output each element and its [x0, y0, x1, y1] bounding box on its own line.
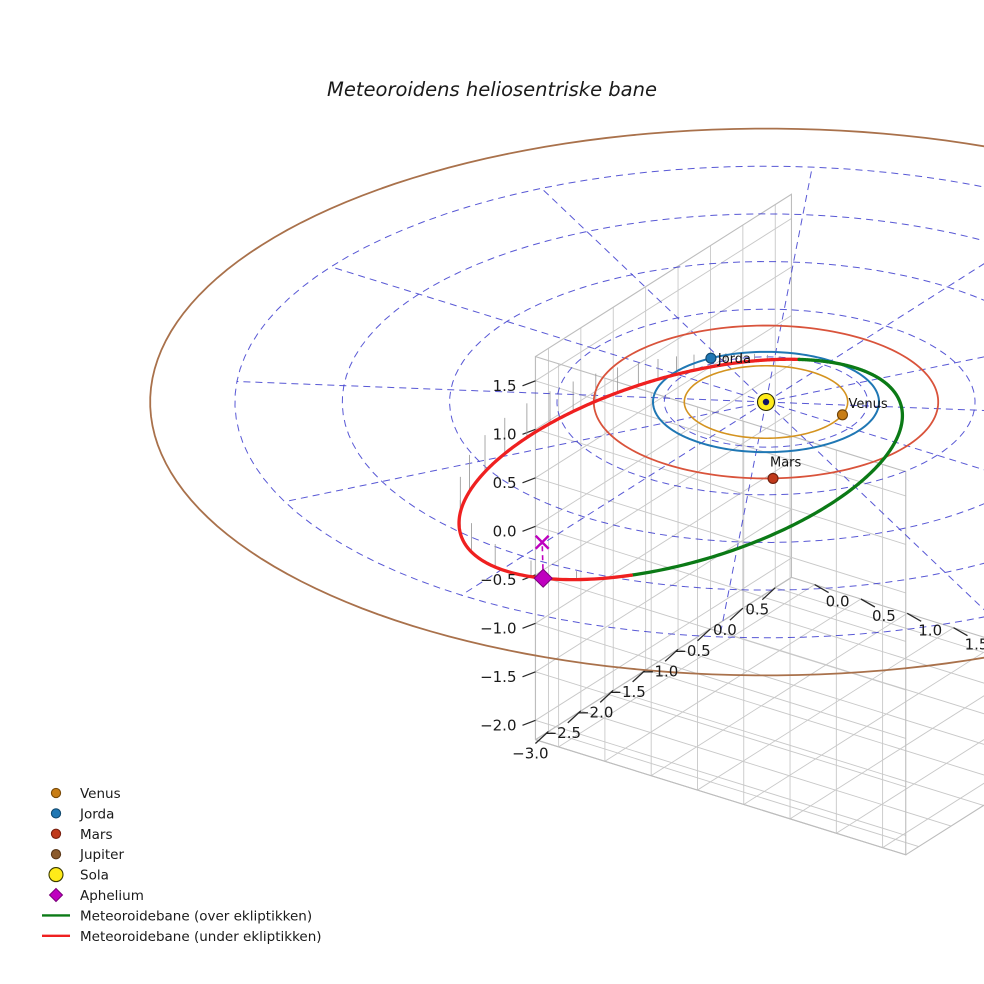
orbit-jorda	[652, 350, 880, 454]
label-jorda: Jorda	[717, 352, 751, 367]
legend-marker-circle	[48, 867, 64, 883]
legend-label: Meteoroidebane (under ekliptikken)	[80, 929, 322, 945]
z-tick-label: −0.5	[480, 571, 516, 589]
x-tick-label: −0.5	[674, 642, 710, 660]
z-tick-label: −1.0	[480, 619, 516, 637]
x-tick-label: 0.5	[745, 601, 769, 619]
legend-label: Aphelium	[80, 888, 144, 904]
x-tick-label: −2.5	[545, 724, 581, 742]
legend: Venus Jorda Mars Jupiter Sola Aphelium Meteoro…	[42, 786, 322, 945]
orbit-jupiter	[149, 127, 984, 677]
legend-label: Mars	[80, 827, 113, 843]
z-tick-label: 1.0	[493, 425, 517, 443]
meteoroid-orbit	[457, 357, 905, 582]
meteoroid-below-ecliptic	[457, 357, 801, 582]
legend-item-meteoroidebane[interactable]: Meteoroidebane (under ekliptikken)	[42, 929, 322, 945]
legend-label: Meteoroidebane (over ekliptikken)	[80, 908, 312, 924]
orbit-mars	[592, 324, 940, 480]
legend-item-jorda[interactable]: Jorda	[50, 806, 114, 822]
legend-label: Jupiter	[79, 847, 124, 863]
meteoroid-above-ecliptic	[629, 359, 905, 577]
legend-item-venus[interactable]: Venus	[50, 786, 121, 802]
x-tick-label: −3.0	[512, 745, 548, 763]
label-venus: Venus	[849, 397, 888, 412]
legend-item-aphelium[interactable]: Aphelium	[48, 887, 144, 904]
label-mars: Mars	[770, 455, 802, 470]
legend-item-mars[interactable]: Mars	[50, 827, 113, 843]
legend-item-meteoroidebane[interactable]: Meteoroidebane (over ekliptikken)	[42, 908, 312, 924]
marker-sola-core	[762, 398, 770, 406]
aphelion-connector	[541, 542, 544, 579]
legend-label: Jorda	[79, 806, 114, 822]
x-tick-label: −1.5	[609, 683, 645, 701]
x-tick-label: −1.0	[642, 662, 678, 680]
body-markers: Venus Jorda Mars	[533, 352, 888, 588]
y-tick-label: 1.0	[918, 621, 942, 639]
axis-tick-labels: 1.51.00.50.0−0.5−1.0−1.5−2.0−3.0−2.5−2.0…	[480, 377, 984, 763]
z-tick-label: −2.0	[480, 716, 516, 734]
legend-marker-circle	[50, 828, 62, 839]
legend-item-jupiter[interactable]: Jupiter	[50, 847, 124, 863]
x-tick-label: 0.0	[713, 621, 737, 639]
aphelion-cross-marker	[534, 534, 550, 550]
y-tick-label: 0.0	[826, 593, 850, 611]
y-tick-label: 1.5	[965, 636, 984, 654]
y-tick-label: 0.5	[872, 607, 896, 625]
z-tick-label: 0.5	[493, 474, 517, 492]
axes-panes	[534, 193, 984, 856]
marker-mars	[767, 472, 779, 484]
orbit-venus	[683, 364, 849, 440]
marker-aphelium	[533, 568, 553, 588]
x-tick-label: −2.0	[577, 703, 613, 721]
polar-grid	[234, 165, 984, 639]
legend-label: Venus	[80, 786, 121, 802]
z-tick-label: 1.5	[493, 377, 517, 395]
marker-venus	[836, 409, 849, 421]
z-tick-label: 0.0	[493, 522, 517, 540]
legend-label: Sola	[80, 868, 109, 884]
planet-orbits-back	[149, 127, 984, 677]
meteoroid-above-ecliptic	[797, 357, 820, 363]
z-tick-label: −1.5	[480, 668, 516, 686]
legend-marker-circle	[50, 787, 62, 799]
legend-item-sola[interactable]: Sola	[48, 867, 109, 884]
legend-marker-diamond	[48, 887, 64, 903]
marker-jorda	[705, 352, 717, 364]
legend-marker-circle	[50, 849, 62, 860]
page-title: Meteoroidens heliosentriske bane	[327, 78, 657, 101]
legend-marker-circle	[50, 808, 62, 819]
